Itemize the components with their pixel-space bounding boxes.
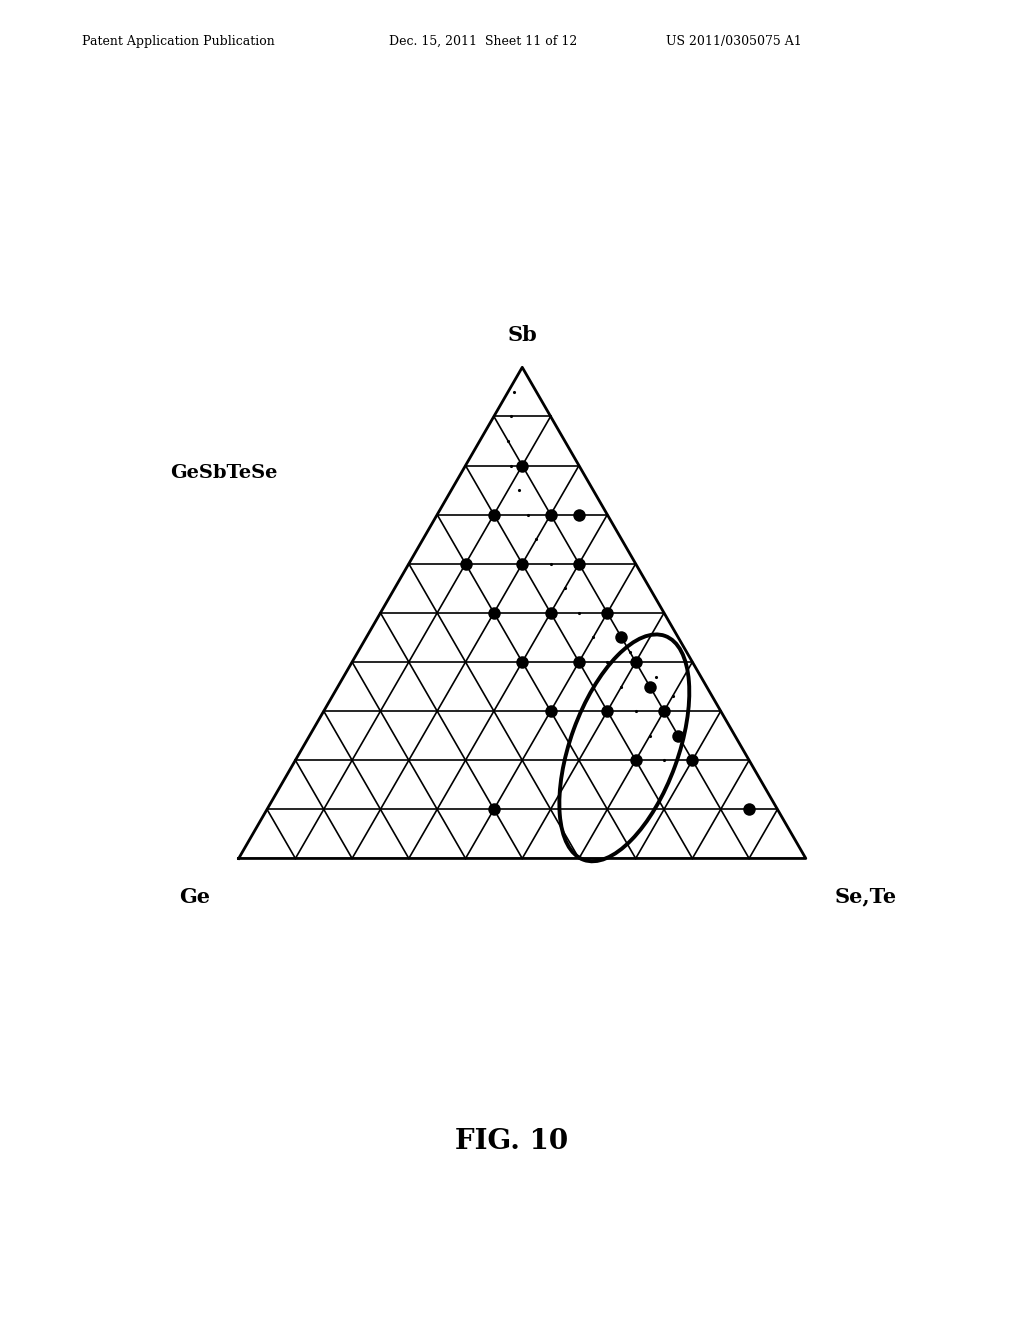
Text: GeSbTeSe: GeSbTeSe: [171, 463, 278, 482]
Text: Se,Te: Se,Te: [835, 887, 896, 907]
Text: FIG. 10: FIG. 10: [456, 1129, 568, 1155]
Text: Sb: Sb: [507, 325, 538, 345]
Text: Patent Application Publication: Patent Application Publication: [82, 34, 274, 48]
Text: US 2011/0305075 A1: US 2011/0305075 A1: [666, 34, 802, 48]
Text: Dec. 15, 2011  Sheet 11 of 12: Dec. 15, 2011 Sheet 11 of 12: [389, 34, 578, 48]
Text: Ge: Ge: [179, 887, 210, 907]
